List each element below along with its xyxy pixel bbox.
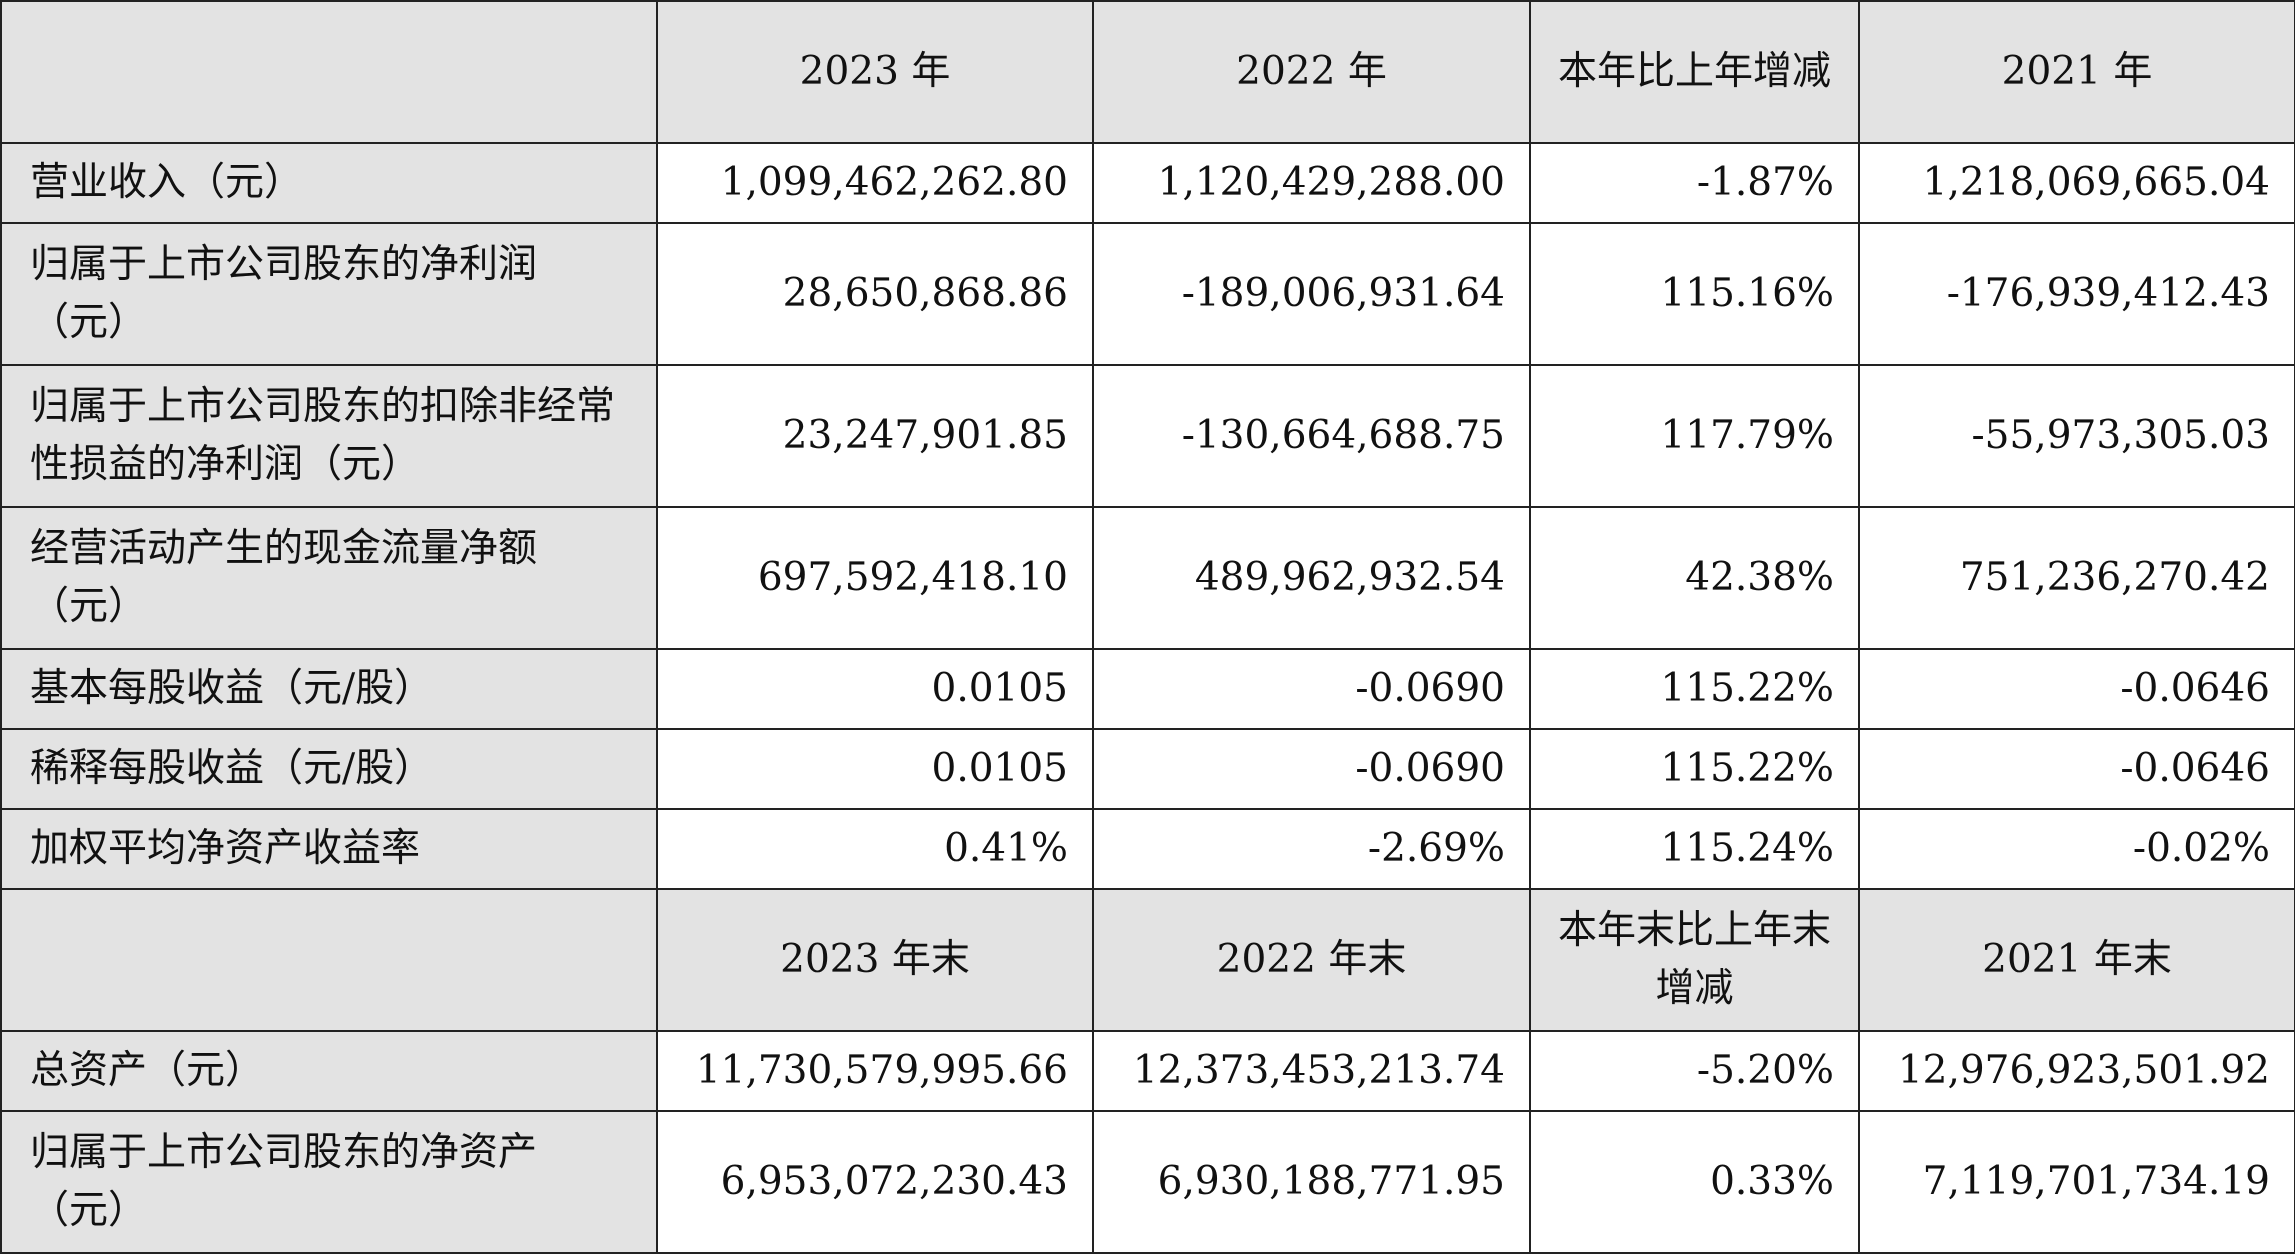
table-row: 营业收入（元） 1,099,462,262.80 1,120,429,288.0… xyxy=(0,142,2295,224)
value-2023: 28,650,868.86 xyxy=(656,222,1094,366)
value-2022: 12,373,453,213.74 xyxy=(1092,1030,1531,1112)
value-2023: 11,730,579,995.66 xyxy=(656,1030,1094,1112)
value-2023: 0.0105 xyxy=(656,648,1094,730)
value-2021: -55,973,305.03 xyxy=(1858,364,2295,508)
value-2023: 6,953,072,230.43 xyxy=(656,1110,1094,1254)
subheader-2023-end: 2023 年末 xyxy=(656,888,1094,1032)
value-2022: -0.0690 xyxy=(1092,728,1531,810)
table-row: 基本每股收益（元/股） 0.0105 -0.0690 115.22% -0.06… xyxy=(0,648,2295,730)
value-change: 115.22% xyxy=(1529,648,1860,730)
value-change: 115.24% xyxy=(1529,808,1860,890)
value-2021: 1,218,069,665.04 xyxy=(1858,142,2295,224)
row-label: 加权平均净资产收益率 xyxy=(0,808,658,890)
value-2022: 1,120,429,288.00 xyxy=(1092,142,1531,224)
row-label: 总资产（元） xyxy=(0,1030,658,1112)
value-2021: -176,939,412.43 xyxy=(1858,222,2295,366)
row-label: 营业收入（元） xyxy=(0,142,658,224)
row-label: 归属于上市公司股东的净利润（元） xyxy=(0,222,658,366)
value-2023: 0.41% xyxy=(656,808,1094,890)
row-label: 归属于上市公司股东的净资产（元） xyxy=(0,1110,658,1254)
value-2022: 6,930,188,771.95 xyxy=(1092,1110,1531,1254)
table-row: 加权平均净资产收益率 0.41% -2.69% 115.24% -0.02% xyxy=(0,808,2295,890)
header-change: 本年比上年增减 xyxy=(1529,0,1860,144)
value-change: 117.79% xyxy=(1529,364,1860,508)
value-change: 115.22% xyxy=(1529,728,1860,810)
value-change: 42.38% xyxy=(1529,506,1860,650)
table-row: 经营活动产生的现金流量净额（元） 697,592,418.10 489,962,… xyxy=(0,506,2295,650)
subheader-corner-cell xyxy=(0,888,658,1032)
value-2021: -0.02% xyxy=(1858,808,2295,890)
header-corner-cell xyxy=(0,0,658,144)
value-2021: 7,119,701,734.19 xyxy=(1858,1110,2295,1254)
value-2022: -0.0690 xyxy=(1092,648,1531,730)
value-2021: -0.0646 xyxy=(1858,648,2295,730)
value-change: 0.33% xyxy=(1529,1110,1860,1254)
row-label: 基本每股收益（元/股） xyxy=(0,648,658,730)
row-label: 归属于上市公司股东的扣除非经常性损益的净利润（元） xyxy=(0,364,658,508)
table-row: 归属于上市公司股东的净利润（元） 28,650,868.86 -189,006,… xyxy=(0,222,2295,366)
value-2023: 1,099,462,262.80 xyxy=(656,142,1094,224)
table-row: 总资产（元） 11,730,579,995.66 12,373,453,213.… xyxy=(0,1030,2295,1112)
header-2021: 2021 年 xyxy=(1858,0,2295,144)
subheader-2021-end: 2021 年末 xyxy=(1858,888,2295,1032)
header-2023: 2023 年 xyxy=(656,0,1094,144)
subheader-2022-end: 2022 年末 xyxy=(1092,888,1531,1032)
value-change: -1.87% xyxy=(1529,142,1860,224)
value-change: 115.16% xyxy=(1529,222,1860,366)
row-label: 经营活动产生的现金流量净额（元） xyxy=(0,506,658,650)
value-2022: -130,664,688.75 xyxy=(1092,364,1531,508)
header-2022: 2022 年 xyxy=(1092,0,1531,144)
table-row: 归属于上市公司股东的扣除非经常性损益的净利润（元） 23,247,901.85 … xyxy=(0,364,2295,508)
value-2021: -0.0646 xyxy=(1858,728,2295,810)
value-2022: -2.69% xyxy=(1092,808,1531,890)
value-2023: 0.0105 xyxy=(656,728,1094,810)
value-2022: 489,962,932.54 xyxy=(1092,506,1531,650)
value-2022: -189,006,931.64 xyxy=(1092,222,1531,366)
value-2023: 23,247,901.85 xyxy=(656,364,1094,508)
table-row: 归属于上市公司股东的净资产（元） 6,953,072,230.43 6,930,… xyxy=(0,1110,2295,1254)
value-2023: 697,592,418.10 xyxy=(656,506,1094,650)
table-subheader-row: 2023 年末 2022 年末 本年末比上年末增减 2021 年末 xyxy=(0,888,2295,1032)
value-2021: 12,976,923,501.92 xyxy=(1858,1030,2295,1112)
value-change: -5.20% xyxy=(1529,1030,1860,1112)
value-2021: 751,236,270.42 xyxy=(1858,506,2295,650)
table-header-row: 2023 年 2022 年 本年比上年增减 2021 年 xyxy=(0,0,2295,144)
subheader-change: 本年末比上年末增减 xyxy=(1529,888,1860,1032)
row-label: 稀释每股收益（元/股） xyxy=(0,728,658,810)
table-row: 稀释每股收益（元/股） 0.0105 -0.0690 115.22% -0.06… xyxy=(0,728,2295,810)
